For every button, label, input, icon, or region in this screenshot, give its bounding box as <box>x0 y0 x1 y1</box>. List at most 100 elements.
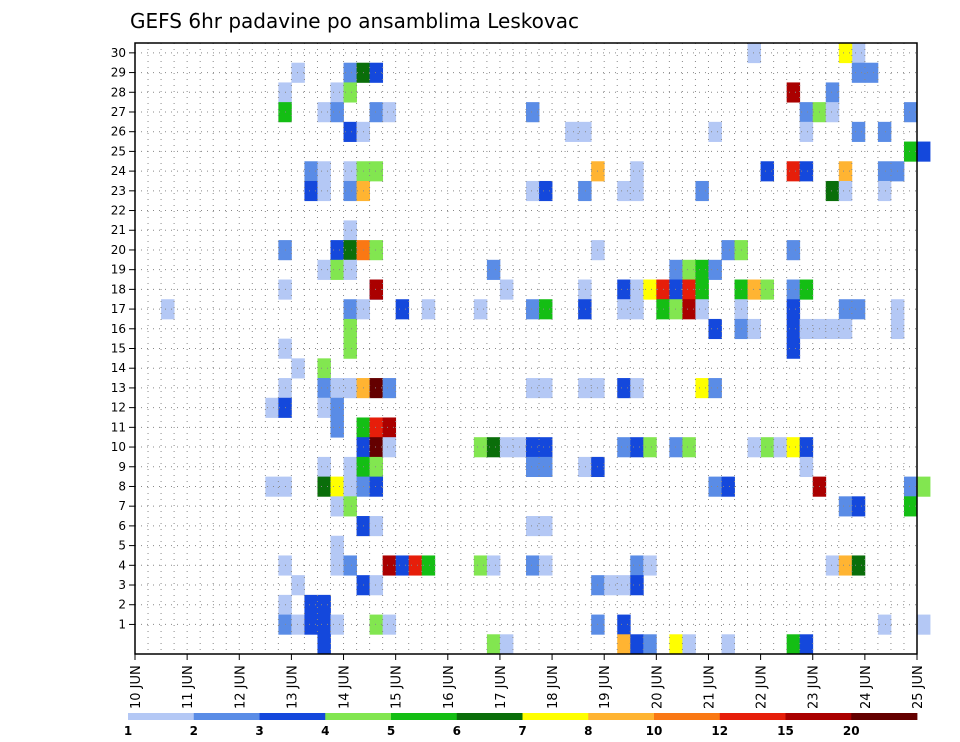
color-legend: 1 2 3 4 5 6 7 8 10 12 15 20 <box>124 713 918 738</box>
heatmap-cell <box>630 555 644 576</box>
x-tick-label: 20 JUN <box>650 665 665 709</box>
heatmap-cell <box>786 634 801 655</box>
heatmap-cell <box>695 279 709 300</box>
heatmap-cell <box>343 456 357 478</box>
heatmap-cell <box>617 279 631 300</box>
x-tick-label: 19 JUN <box>598 665 613 709</box>
heatmap-cell <box>617 180 631 202</box>
heatmap-cell <box>526 378 540 399</box>
heatmap-cell <box>330 417 344 438</box>
heatmap-cell <box>369 476 384 497</box>
legend-swatch <box>325 713 392 720</box>
heatmap-cell <box>760 279 775 300</box>
heatmap-cell <box>330 102 344 123</box>
x-tick-label: 15 JUN <box>390 665 405 709</box>
heatmap-cell <box>421 555 436 576</box>
heatmap-cell <box>304 180 318 202</box>
heatmap-cell <box>304 161 318 182</box>
y-tick-label: 8 <box>118 479 126 493</box>
heatmap-cell <box>903 102 918 123</box>
legend-label: 12 <box>711 724 728 738</box>
heatmap-cell <box>369 575 384 596</box>
heatmap-cell <box>617 614 631 635</box>
heatmap-cell <box>747 437 761 458</box>
legend-label: 20 <box>843 724 860 738</box>
heatmap-cell <box>643 279 657 300</box>
heatmap-cell <box>721 476 735 497</box>
legend-label: 8 <box>584 724 592 738</box>
heatmap-cell <box>473 299 488 320</box>
heatmap-cell <box>382 378 397 399</box>
y-tick-label: 19 <box>111 263 126 277</box>
heatmap-cell <box>395 299 410 320</box>
heatmap-cell <box>760 437 775 458</box>
y-tick-label: 1 <box>118 617 126 631</box>
heatmap-cell <box>604 575 618 596</box>
heatmap-cell <box>526 299 540 320</box>
heatmap-cell <box>317 456 331 478</box>
heatmap-cell <box>565 121 579 142</box>
heatmap-cell <box>838 496 853 517</box>
heatmap-cell <box>721 240 735 261</box>
heatmap-cell <box>682 299 696 320</box>
legend-label: 7 <box>518 724 526 738</box>
heatmap-cell <box>786 299 801 320</box>
legend-swatch <box>851 713 918 720</box>
heatmap-cell <box>161 299 175 320</box>
heatmap-cell <box>825 102 840 123</box>
heatmap-cell <box>578 378 592 399</box>
heatmap-cell <box>669 634 683 655</box>
heatmap-cell <box>330 378 344 399</box>
heatmap-cell <box>799 634 814 655</box>
y-tick-label: 28 <box>111 85 126 99</box>
x-tick-label: 22 JUN <box>755 665 770 709</box>
heatmap-cell <box>382 417 397 438</box>
heatmap-cell <box>304 594 318 615</box>
heatmap-cell <box>851 62 866 83</box>
y-tick-label: 17 <box>111 302 126 316</box>
x-tick-label: 16 JUN <box>442 665 457 709</box>
x-axis-ticks: 10 JUN 11 JUN 12 JUN 13 JUN 14 JUN 15 JUN 16 J… <box>129 654 926 709</box>
legend-label: 10 <box>646 724 663 738</box>
heatmap-cell <box>539 516 553 537</box>
x-tick-label: 21 JUN <box>702 665 717 709</box>
heatmap-cell <box>382 102 397 123</box>
heatmap-cell <box>343 299 357 320</box>
y-tick-label: 9 <box>118 460 126 474</box>
heatmap-cell <box>291 575 305 596</box>
heatmap-cell <box>526 437 540 458</box>
heatmap-cell <box>343 220 357 241</box>
heatmap-cell <box>799 279 814 300</box>
y-tick-label: 27 <box>111 105 126 119</box>
legend-label: 1 <box>124 724 132 738</box>
heatmap-cell <box>343 496 357 517</box>
heatmap-cell <box>343 476 357 497</box>
heatmap-cell <box>786 338 801 359</box>
y-tick-label: 21 <box>111 223 126 237</box>
heatmap-cell <box>343 161 357 182</box>
heatmap-cell <box>369 516 384 537</box>
heatmap-cell <box>669 437 683 458</box>
heatmap-cell <box>369 378 384 399</box>
heatmap-cell <box>760 161 775 182</box>
legend-swatch <box>259 713 326 720</box>
heatmap-cell <box>617 378 631 399</box>
heatmap-cell <box>369 62 384 83</box>
heatmap-cell <box>265 476 279 497</box>
legend-swatch <box>456 713 523 720</box>
y-tick-label: 20 <box>111 243 126 257</box>
heatmap-cell <box>343 62 357 83</box>
heatmap-cell <box>526 516 540 537</box>
heatmap-cell <box>539 299 553 320</box>
heatmap-cell <box>825 318 840 340</box>
legend-swatch <box>522 713 589 720</box>
heatmap-cell <box>682 279 696 300</box>
y-tick-label: 18 <box>111 282 126 296</box>
heatmap-cell <box>317 259 331 280</box>
heatmap-cell <box>682 259 696 280</box>
heatmap-cell <box>526 102 540 123</box>
heatmap-cell <box>630 634 644 655</box>
heatmap-cell <box>917 614 931 635</box>
heatmap-cell <box>330 496 344 517</box>
